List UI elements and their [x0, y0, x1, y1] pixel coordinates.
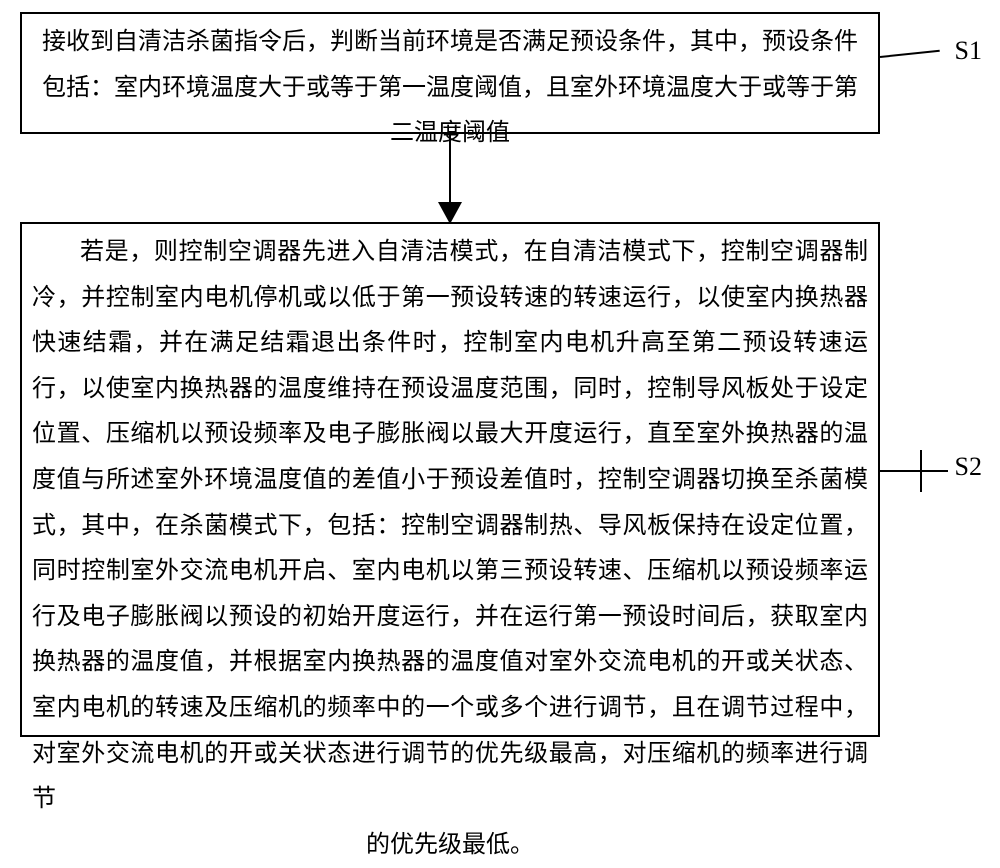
step-label-s1: S1	[955, 36, 982, 66]
arrow-stem	[449, 134, 451, 206]
arrow-head-icon	[438, 202, 462, 224]
step-label-s2: S2	[955, 452, 982, 482]
label-connector-s2-h2	[920, 470, 948, 472]
flow-step-s2-last-line: 的优先级最低。	[32, 823, 868, 868]
flow-step-s2-text: 若是，则控制空调器先进入自清洁模式，在自清洁模式下，控制空调器制冷，并控制室内电…	[32, 230, 868, 823]
label-connector-s2-h1	[880, 470, 920, 472]
flow-step-s1-text: 接收到自清洁杀菌指令后，判断当前环境是否满足预设条件，其中，预设条件包括：室内环…	[42, 29, 858, 146]
flow-step-s1: 接收到自清洁杀菌指令后，判断当前环境是否满足预设条件，其中，预设条件包括：室内环…	[20, 12, 880, 134]
flow-step-s2: 若是，则控制空调器先进入自清洁模式，在自清洁模式下，控制空调器制冷，并控制室内电…	[20, 222, 880, 737]
label-connector-s1	[880, 50, 940, 58]
